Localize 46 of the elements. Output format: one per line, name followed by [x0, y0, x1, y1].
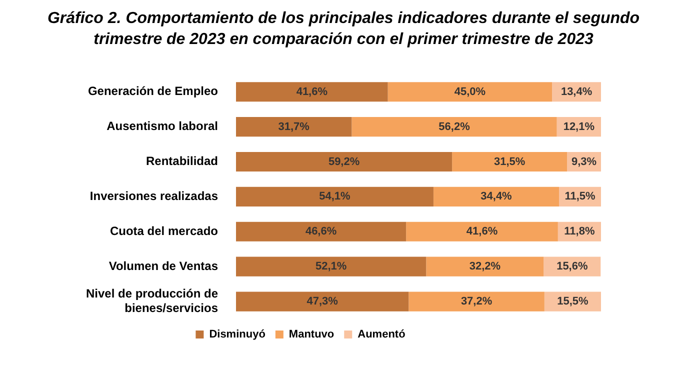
y-tick-label: Nivel de producción de bienes/servicios [86, 286, 218, 316]
bar [408, 292, 544, 312]
bar [236, 222, 406, 242]
bar [388, 82, 552, 102]
bar [236, 82, 388, 102]
data-label: 15,6% [556, 260, 588, 273]
data-label: 54,1% [319, 190, 351, 203]
data-label: 31,5% [494, 156, 526, 168]
data-label: 41,6% [296, 86, 328, 98]
bar [236, 186, 434, 206]
bar [236, 117, 352, 137]
data-label: 46,6% [305, 226, 337, 238]
legend-label: Aumentó [358, 328, 406, 341]
y-tick-label: Volumen de Ventas [108, 258, 218, 273]
data-label: 9,3% [571, 156, 597, 168]
data-label: 52,1% [315, 260, 347, 273]
y-tick-label: Generación de Empleo [88, 84, 218, 98]
chart-title: Gráfico 2. Comportamiento de los principales indicadores durante el segundo trimestre de 2023 en comparación con el primer trimestre de 2023 [46, 9, 641, 50]
data-label: 31,7% [278, 120, 310, 133]
bar [236, 256, 426, 276]
data-label: 47,3% [306, 296, 338, 308]
data-label: 12,1% [563, 120, 595, 133]
y-tick-label: Ausentismo laboral [106, 119, 218, 134]
bar [452, 152, 568, 172]
data-label: 56,2% [438, 120, 470, 133]
data-label: 11,8% [564, 226, 595, 238]
bar [352, 117, 557, 137]
data-label: 59,2% [328, 156, 360, 168]
legend-label: Mantuvo [288, 328, 334, 341]
bar [236, 292, 409, 312]
data-label: 37,2% [460, 296, 492, 308]
data-label: 13,4% [560, 86, 592, 98]
data-label: 11,5% [564, 190, 596, 203]
y-tick-label: Rentabilidad [146, 154, 218, 168]
data-label: 41,6% [466, 226, 498, 238]
data-label: 32,2% [469, 260, 501, 273]
legend-label: Disminuyó [209, 328, 266, 341]
data-label: 45,0% [454, 86, 486, 98]
data-label: 15,5% [557, 296, 589, 308]
bar [236, 152, 452, 172]
bar [433, 186, 560, 206]
y-tick-label: Cuota del mercado [110, 224, 218, 238]
data-label: 34,4% [480, 190, 512, 203]
bar [426, 256, 544, 276]
y-tick-label: Inversiones realizadas [90, 189, 218, 204]
bar [406, 222, 558, 242]
